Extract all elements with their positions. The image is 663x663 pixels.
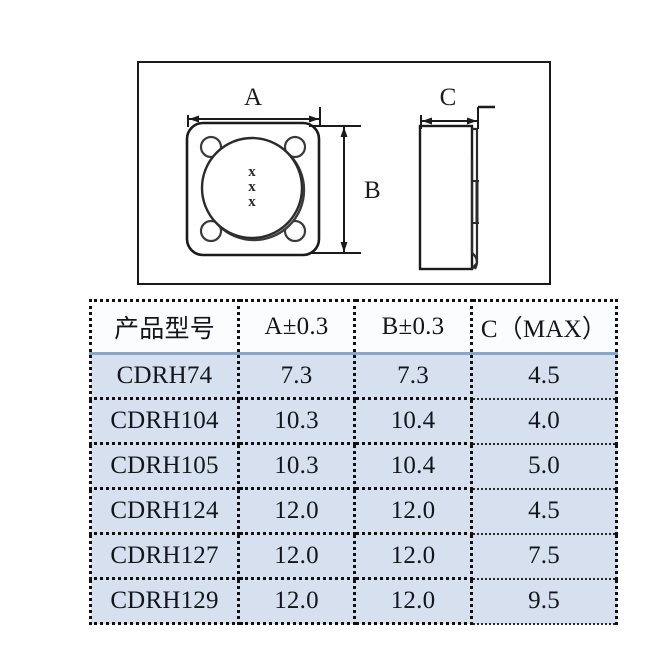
table-row: CDRH129 12.0 12.0 9.5: [89, 578, 618, 625]
dim-a-arrow-right-icon: [309, 115, 319, 123]
dimension-label-b: B: [364, 177, 381, 204]
lobe-top-right-icon: [283, 135, 307, 159]
lobe-bottom-left-icon: [199, 219, 223, 243]
column-header-model: 产品型号: [89, 299, 240, 355]
cell-b: 7.3: [353, 353, 473, 400]
side-view-foot-curve: [471, 252, 479, 270]
mechanical-drawing-panel: x x x A B: [137, 61, 551, 285]
cell-a: 12.0: [237, 488, 356, 535]
cell-c: 4.5: [470, 353, 618, 400]
dimension-a-group: [187, 107, 321, 127]
dimension-c-group: [420, 105, 495, 129]
dim-b-arrow-bottom-icon: [340, 242, 348, 252]
cell-a: 10.3: [237, 398, 356, 445]
column-header-c: C（MAX）: [470, 299, 618, 355]
cell-b: 10.4: [353, 443, 473, 490]
dim-a-arrow-left-icon: [189, 115, 199, 123]
table-row: CDRH74 7.3 7.3 4.5: [89, 353, 618, 400]
cell-a: 10.3: [237, 443, 356, 490]
drawing-canvas: x x x A B: [185, 84, 495, 271]
cell-model: CDRH129: [89, 578, 240, 625]
dim-b-arrow-top-icon: [340, 127, 348, 137]
top-view-group: x x x: [185, 121, 321, 257]
column-header-b: B±0.3: [353, 299, 473, 355]
cell-model: CDRH127: [89, 533, 240, 580]
column-header-a: A±0.3: [237, 299, 356, 355]
marking-char-3: x: [248, 194, 256, 210]
cell-c: 4.5: [470, 488, 618, 535]
table-row: CDRH127 12.0 12.0 7.5: [89, 533, 618, 580]
table-row: CDRH104 10.3 10.4 4.0: [89, 398, 618, 445]
spec-table-container: 产品型号 A±0.3 B±0.3 C（MAX） CDRH74 7.3 7.3 4…: [89, 299, 618, 625]
cell-model: CDRH74: [89, 353, 240, 400]
cell-a: 12.0: [237, 533, 356, 580]
cell-b: 12.0: [353, 488, 473, 535]
cell-c: 5.0: [470, 443, 618, 490]
dim-c-arrow-right-icon: [467, 117, 477, 125]
marking-char-2: x: [248, 179, 256, 195]
dimension-b-group: [309, 125, 361, 254]
cell-model: CDRH105: [89, 443, 240, 490]
cell-c: 9.5: [470, 578, 618, 625]
side-view-body-outline: [418, 124, 474, 271]
table-row: CDRH105 10.3 10.4 5.0: [89, 443, 618, 490]
dimension-label-a: A: [244, 84, 262, 111]
cell-b: 10.4: [353, 398, 473, 445]
cell-b: 12.0: [353, 578, 473, 625]
side-view-group: [418, 124, 479, 271]
cell-model: CDRH124: [89, 488, 240, 535]
cell-b: 12.0: [353, 533, 473, 580]
dimension-label-c: C: [440, 84, 457, 111]
dim-c-arrow-left-icon: [422, 117, 432, 125]
table-row: CDRH124 12.0 12.0 4.5: [89, 488, 618, 535]
cell-model: CDRH104: [89, 398, 240, 445]
cell-c: 4.0: [470, 398, 618, 445]
cell-a: 12.0: [237, 578, 356, 625]
table-header-row: 产品型号 A±0.3 B±0.3 C（MAX）: [89, 299, 618, 355]
part-marking-xxx: x x x: [248, 164, 256, 210]
cell-a: 7.3: [237, 353, 356, 400]
dimension-spec-table: 产品型号 A±0.3 B±0.3 C（MAX） CDRH74 7.3 7.3 4…: [89, 299, 618, 625]
core-inner-ring: [200, 136, 304, 240]
marking-char-1: x: [248, 164, 256, 180]
cell-c: 7.5: [470, 533, 618, 580]
